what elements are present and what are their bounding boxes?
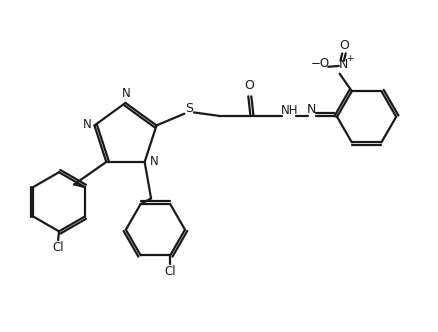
Text: N: N bbox=[150, 155, 159, 168]
Text: NH: NH bbox=[280, 104, 298, 117]
Text: O: O bbox=[245, 79, 254, 92]
Text: S: S bbox=[185, 102, 193, 115]
Text: N: N bbox=[122, 87, 131, 100]
Text: Cl: Cl bbox=[52, 241, 64, 254]
Text: N: N bbox=[83, 118, 92, 131]
Text: Cl: Cl bbox=[164, 265, 176, 278]
Text: N: N bbox=[339, 58, 348, 71]
Text: +: + bbox=[346, 54, 353, 63]
Text: O: O bbox=[339, 39, 349, 52]
Text: N: N bbox=[307, 103, 316, 116]
Text: −O: −O bbox=[311, 57, 330, 70]
